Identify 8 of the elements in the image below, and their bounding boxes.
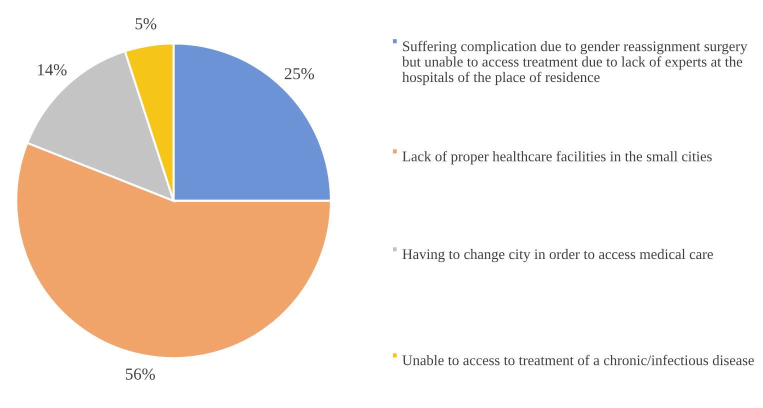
legend-label: Unable to access to treatment of a chronic/infectious disease: [402, 354, 754, 366]
data-label: 56%: [126, 368, 155, 380]
data-label: 25%: [284, 68, 314, 80]
legend-label: Lack of proper healthcare facilities in the small cities: [402, 150, 712, 164]
data-label: 5%: [136, 18, 156, 30]
legend-label: Having to change city in order to access medical care: [402, 248, 713, 262]
legend-label: Suffering complication due to gender reassignment surgery but unable to access treatment due to lack of experts at the hospitals of the place of residence: [402, 40, 748, 86]
data-label: 14%: [38, 64, 67, 76]
